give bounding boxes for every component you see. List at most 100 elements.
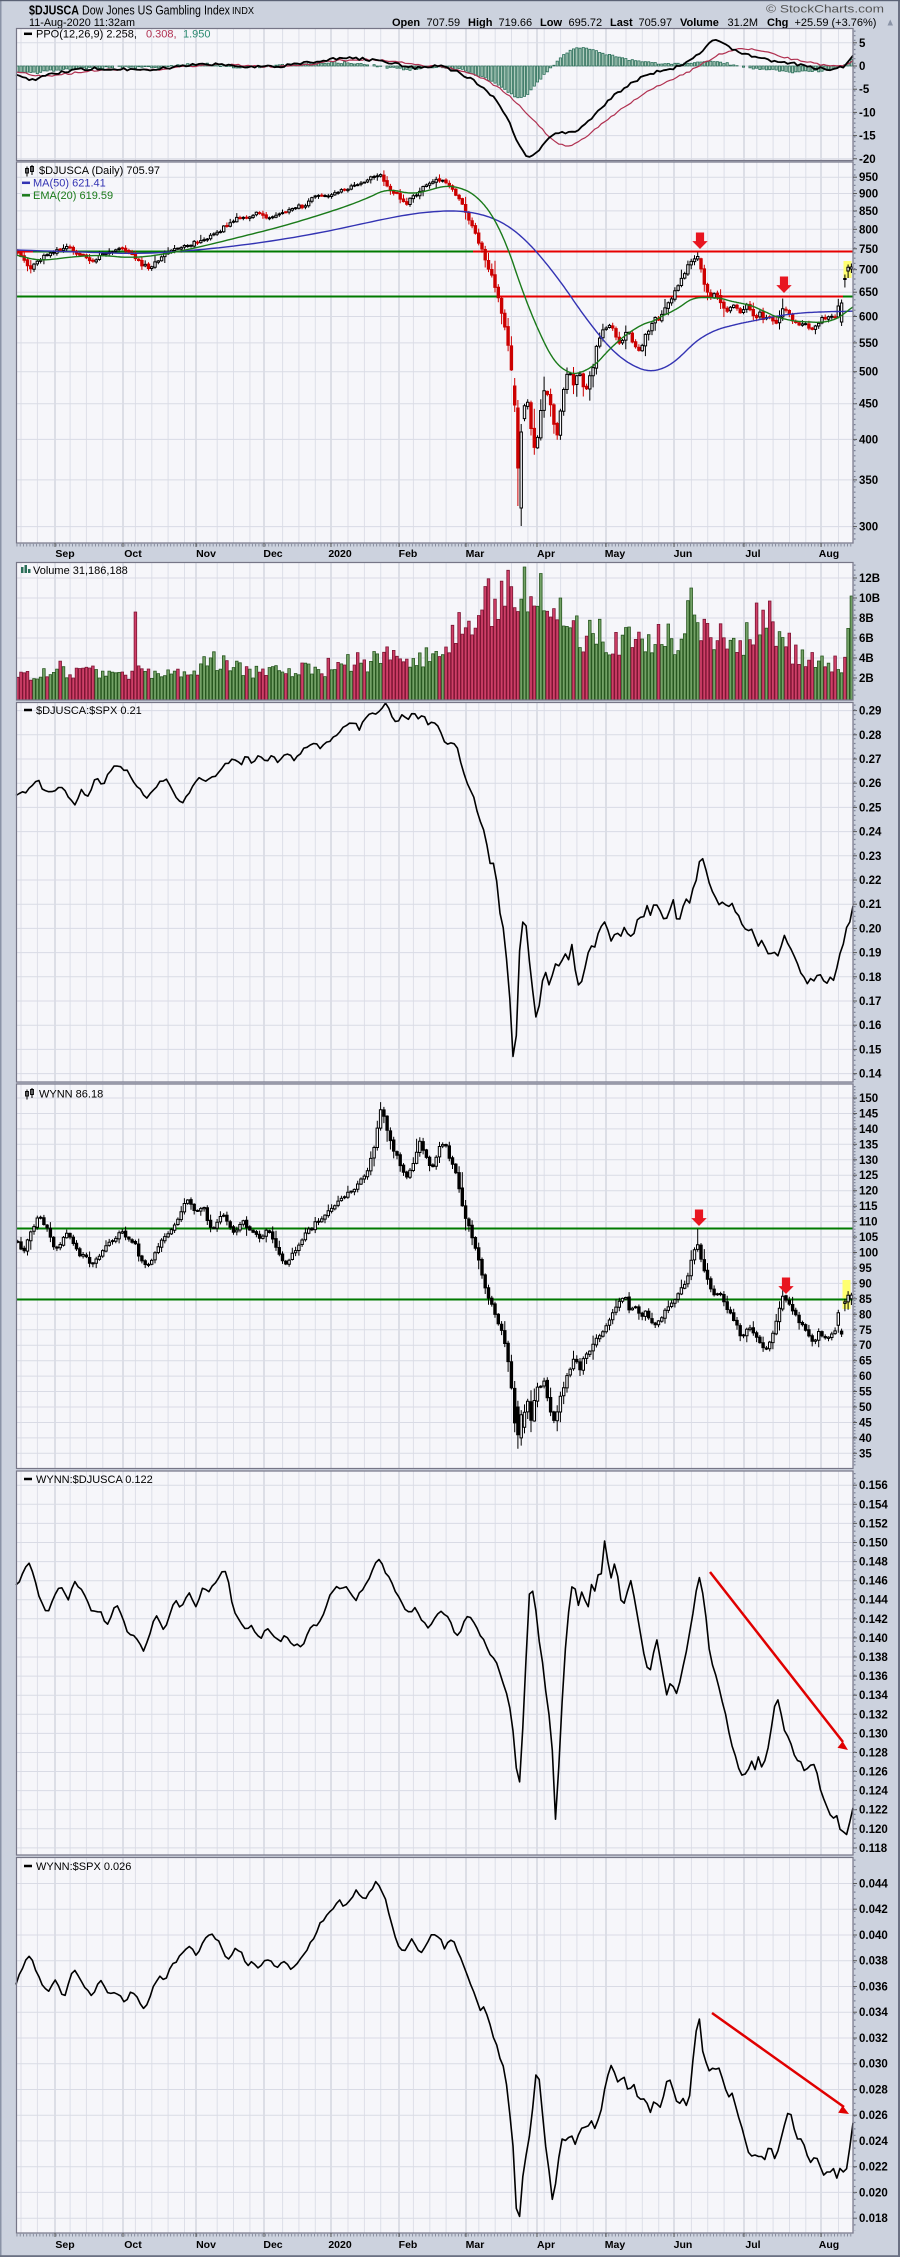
svg-text:Apr: Apr	[537, 548, 555, 560]
svg-text:Mar: Mar	[466, 2239, 485, 2251]
svg-text:695.72: 695.72	[569, 17, 603, 29]
svg-text:300: 300	[859, 522, 878, 534]
svg-text:0.148: 0.148	[859, 1557, 888, 1569]
svg-text:Aug: Aug	[819, 2239, 839, 2251]
svg-text:PPO(12,26,9) 2.258,: PPO(12,26,9) 2.258,	[36, 29, 137, 41]
svg-text:0.026: 0.026	[859, 2110, 888, 2122]
svg-text:50: 50	[859, 1402, 872, 1414]
svg-text:650: 650	[859, 287, 878, 299]
svg-text:0.044: 0.044	[859, 1879, 888, 1891]
svg-text:700: 700	[859, 265, 878, 277]
svg-text:0.018: 0.018	[859, 2213, 888, 2225]
svg-text:Low: Low	[540, 17, 562, 29]
svg-text:55: 55	[859, 1387, 872, 1399]
svg-text:10B: 10B	[859, 593, 880, 605]
svg-text:350: 350	[859, 475, 878, 487]
svg-text:125: 125	[859, 1170, 879, 1182]
svg-text:8B: 8B	[859, 613, 874, 625]
svg-text:Mar: Mar	[466, 548, 485, 560]
svg-text:Aug: Aug	[819, 548, 839, 560]
svg-text:0: 0	[859, 61, 865, 73]
svg-text:0.038: 0.038	[859, 1956, 888, 1968]
svg-text:140: 140	[859, 1124, 878, 1136]
svg-text:0.28: 0.28	[859, 730, 882, 742]
svg-text:Feb: Feb	[399, 548, 418, 560]
svg-text:45: 45	[859, 1418, 872, 1430]
svg-text:0.128: 0.128	[859, 1748, 888, 1760]
svg-text:31.2M: 31.2M	[728, 17, 759, 29]
svg-text:115: 115	[859, 1201, 878, 1213]
svg-text:+25.59 (+3.76%): +25.59 (+3.76%)	[795, 17, 877, 29]
svg-text:0.126: 0.126	[859, 1767, 888, 1779]
svg-text:600: 600	[859, 312, 878, 324]
svg-text:0.16: 0.16	[859, 1020, 881, 1032]
svg-text:95: 95	[859, 1263, 872, 1275]
svg-text:2B: 2B	[859, 673, 874, 685]
svg-text:5: 5	[859, 38, 866, 50]
svg-text:850: 850	[859, 206, 878, 218]
svg-text:$DJUSCA (Daily) 705.97: $DJUSCA (Daily) 705.97	[39, 165, 160, 177]
svg-text:0.18: 0.18	[859, 972, 882, 984]
svg-text:Sep: Sep	[55, 2239, 74, 2251]
svg-text:400: 400	[859, 434, 878, 446]
svg-text:Apr: Apr	[537, 2239, 555, 2251]
svg-text:MA(50) 621.41: MA(50) 621.41	[33, 178, 106, 190]
svg-text:800: 800	[859, 224, 878, 236]
svg-text:$DJUSCA:$SPX 0.21: $DJUSCA:$SPX 0.21	[36, 705, 142, 717]
svg-text:WYNN 86.18: WYNN 86.18	[39, 1089, 103, 1101]
svg-text:0.024: 0.024	[859, 2136, 888, 2148]
svg-text:705.97: 705.97	[639, 17, 673, 29]
svg-text:35: 35	[859, 1448, 872, 1460]
svg-text:0.140: 0.140	[859, 1633, 888, 1645]
svg-text:105: 105	[859, 1232, 879, 1244]
svg-text:0.034: 0.034	[859, 2007, 888, 2019]
svg-text:900: 900	[859, 189, 878, 201]
svg-text:Last: Last	[610, 17, 633, 29]
svg-text:2020: 2020	[328, 2239, 352, 2251]
svg-text:6B: 6B	[859, 633, 874, 645]
svg-text:0.138: 0.138	[859, 1652, 888, 1664]
svg-text:Jun: Jun	[674, 2239, 693, 2251]
svg-text:0.21: 0.21	[859, 899, 882, 911]
svg-text:719.66: 719.66	[499, 17, 533, 29]
svg-text:0.134: 0.134	[859, 1690, 888, 1702]
svg-text:May: May	[605, 548, 626, 560]
svg-text:110: 110	[859, 1217, 878, 1229]
svg-text:0.15: 0.15	[859, 1044, 882, 1056]
svg-text:Oct: Oct	[124, 2239, 142, 2251]
svg-text:0.24: 0.24	[859, 827, 882, 839]
svg-text:145: 145	[859, 1109, 879, 1121]
svg-text:120: 120	[859, 1186, 878, 1198]
svg-text:70: 70	[859, 1340, 872, 1352]
svg-text:135: 135	[859, 1139, 879, 1151]
svg-text:0.142: 0.142	[859, 1614, 888, 1626]
svg-text:Volume 31,186,188: Volume 31,186,188	[33, 565, 128, 577]
svg-text:Jul: Jul	[745, 548, 760, 560]
svg-text:0.042: 0.042	[859, 1904, 888, 1916]
svg-text:0.156: 0.156	[859, 1480, 888, 1492]
svg-text:Dec: Dec	[263, 2239, 282, 2251]
svg-text:0.040: 0.040	[859, 1930, 888, 1942]
svg-text:0.144: 0.144	[859, 1595, 888, 1607]
svg-text:0.022: 0.022	[859, 2162, 888, 2174]
svg-text:0.124: 0.124	[859, 1786, 888, 1798]
svg-text:-5: -5	[859, 84, 870, 96]
svg-text:1.950: 1.950	[183, 29, 211, 41]
svg-text:0.22: 0.22	[859, 875, 881, 887]
svg-text:0.26: 0.26	[859, 778, 881, 790]
svg-text:Oct: Oct	[124, 548, 142, 560]
svg-text:0.29: 0.29	[859, 706, 881, 718]
svg-text:0.14: 0.14	[859, 1069, 882, 1081]
svg-text:85: 85	[859, 1294, 872, 1306]
svg-text:0.120: 0.120	[859, 1824, 888, 1836]
svg-text:0.032: 0.032	[859, 2033, 888, 2045]
svg-text:60: 60	[859, 1371, 872, 1383]
svg-text:Volume: Volume	[680, 17, 719, 29]
svg-text:100: 100	[859, 1248, 878, 1260]
svg-text:75: 75	[859, 1325, 872, 1337]
svg-text:Chg: Chg	[767, 17, 788, 29]
svg-text:-20: -20	[859, 154, 876, 166]
svg-text:90: 90	[859, 1278, 872, 1290]
svg-text:Dow Jones US Gambling Index: Dow Jones US Gambling Index	[82, 4, 231, 18]
svg-text:130: 130	[859, 1155, 878, 1167]
